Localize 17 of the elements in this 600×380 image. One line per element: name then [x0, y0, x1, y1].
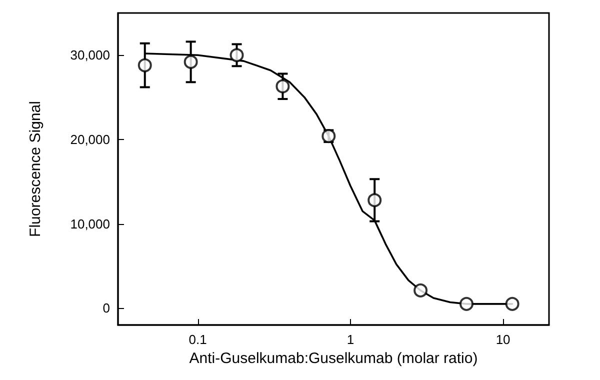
x-tick-label: 10: [496, 332, 510, 347]
y-tick-label: 30,000: [70, 48, 110, 63]
y-tick-label: 10,000: [70, 216, 110, 232]
point: [276, 79, 290, 94]
x-tick-label: 0.1: [188, 332, 207, 347]
point: [414, 283, 428, 298]
point: [230, 48, 244, 62]
point: [460, 296, 474, 311]
y-tick-label: 20,000: [70, 132, 110, 147]
point: [184, 54, 198, 69]
y-axis-title: Fluorescence Signal: [27, 101, 44, 237]
y-tick-label: 0: [102, 300, 110, 316]
point: [138, 58, 152, 72]
point: [368, 193, 382, 208]
x-tick-label: 1: [346, 332, 354, 347]
x-axis-title: Anti-Guselkumab:Guselkumab (molar ratio): [189, 350, 478, 367]
point: [505, 296, 520, 311]
